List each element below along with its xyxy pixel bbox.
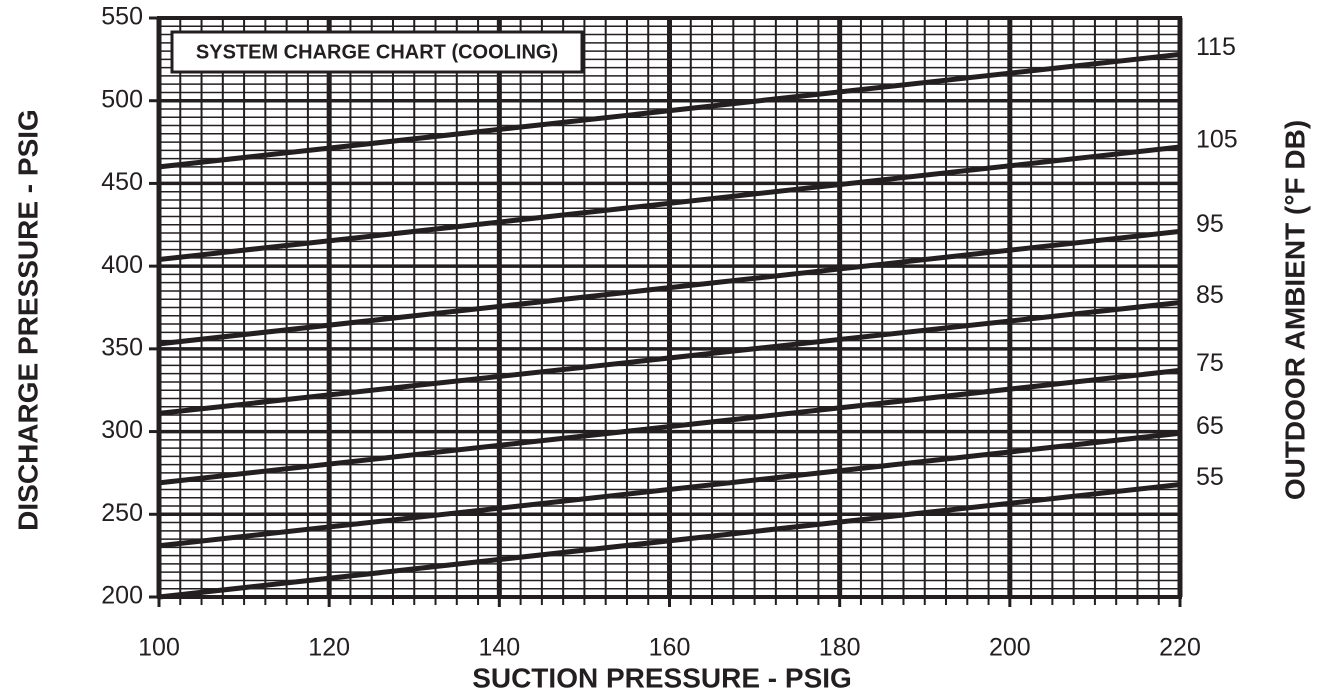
x-tick-label: 140 [478, 634, 520, 662]
y-axis-label: DISCHARGE PRESSURE - PSIG [12, 109, 43, 531]
line [158, 367, 1181, 486]
plot-frame [157, 16, 1182, 599]
y-tick-label: 400 [101, 251, 143, 279]
line [158, 300, 1181, 416]
y-tick-label: 350 [101, 333, 143, 361]
series-label: 55 [1196, 463, 1224, 491]
x-axis-label: SUCTION PRESSURE - PSIG [472, 662, 852, 693]
y-tick-label: 500 [101, 85, 143, 113]
series-label: 95 [1196, 210, 1224, 238]
y-tick-label: 250 [101, 499, 143, 527]
series-label: 115 [1196, 33, 1236, 61]
x-tick-label: 100 [138, 634, 180, 662]
title-box [170, 30, 584, 74]
y-tick-label: 450 [101, 168, 143, 196]
y-tick-label: 550 [101, 3, 143, 31]
line [158, 430, 1181, 549]
x-tick-label: 160 [649, 634, 691, 662]
x-tick-label: 180 [819, 634, 861, 662]
chart-title: SYSTEM CHARGE CHART (COOLING) [196, 41, 558, 63]
line [158, 482, 1181, 600]
line [158, 51, 1181, 170]
line [158, 228, 1181, 347]
x-tick-label: 220 [1159, 634, 1201, 662]
y-tick-label: 200 [101, 582, 143, 610]
series-label: 85 [1196, 281, 1224, 309]
y-tick-label: 300 [101, 416, 143, 444]
series-label: 105 [1196, 126, 1238, 154]
x-tick-label: 120 [308, 634, 350, 662]
series-label: 65 [1196, 412, 1224, 440]
x-tick-label: 200 [989, 634, 1031, 662]
line [158, 144, 1181, 263]
y2-axis-label: OUTDOOR AMBIENT (°F DB) [1279, 120, 1310, 500]
series-label: 75 [1196, 349, 1224, 377]
